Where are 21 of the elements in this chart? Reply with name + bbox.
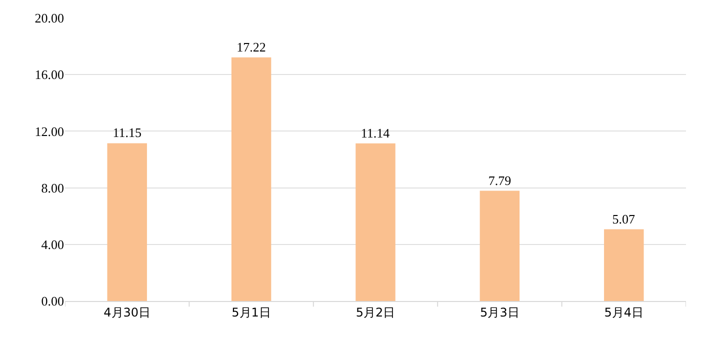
bar [480, 190, 520, 301]
y-tick-label: 4.00 [41, 236, 64, 252]
y-tick-label: 20.00 [34, 10, 64, 26]
data-label: 11.15 [112, 125, 142, 140]
data-label: 7.79 [488, 172, 512, 188]
y-tick-label: 12.00 [34, 124, 64, 139]
x-tick-label: 5月1日 [232, 305, 271, 320]
y-tick-label: 0.00 [41, 294, 64, 309]
bar [107, 143, 147, 301]
x-tick-label: 4月30日 [104, 305, 151, 320]
bar [356, 143, 396, 301]
bar [604, 229, 644, 301]
data-label: 5.07 [612, 211, 636, 226]
x-tick-label: 5月2日 [356, 305, 396, 320]
x-tick-label: 5月4日 [604, 305, 644, 320]
data-label: 11.14 [360, 125, 390, 140]
y-tick-label: 8.00 [41, 180, 64, 196]
bar [231, 57, 272, 301]
y-tick-label: 16.00 [34, 67, 64, 82]
data-label: 17.22 [236, 39, 266, 54]
x-tick-label: 5月3日 [480, 305, 520, 320]
